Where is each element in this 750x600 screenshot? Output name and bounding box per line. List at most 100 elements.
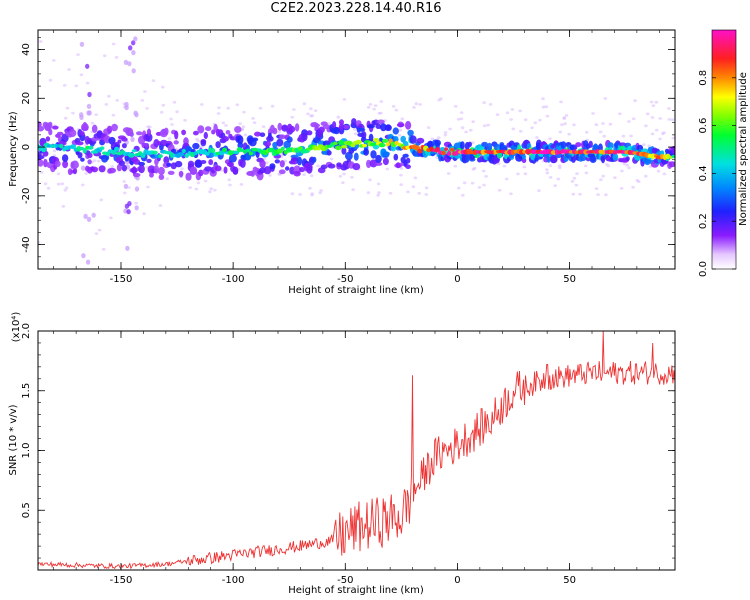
streak-blob bbox=[85, 63, 90, 69]
top-xlabel: Height of straight line (km) bbox=[288, 285, 424, 296]
noise-speckle bbox=[227, 178, 231, 182]
noise-speckle bbox=[104, 103, 109, 106]
noise-speckle bbox=[366, 191, 371, 195]
noise-speckle bbox=[165, 177, 169, 181]
band-blob bbox=[62, 160, 69, 169]
noise-speckle bbox=[461, 193, 465, 197]
band-blob bbox=[48, 121, 53, 129]
noise-speckle bbox=[412, 106, 416, 109]
core-blob bbox=[333, 141, 338, 146]
noise-speckle bbox=[456, 117, 461, 121]
band-blob bbox=[239, 158, 246, 168]
band-blob bbox=[138, 161, 146, 167]
noise-speckle bbox=[642, 143, 646, 147]
band-blob bbox=[232, 169, 239, 175]
noise-speckle bbox=[523, 172, 528, 176]
band-blob bbox=[245, 153, 250, 161]
noise-speckle bbox=[252, 121, 257, 124]
noise-speckle bbox=[399, 167, 404, 170]
noise-speckle bbox=[228, 183, 232, 187]
band-blob bbox=[173, 140, 179, 145]
band-blob bbox=[589, 156, 597, 164]
noise-speckle bbox=[618, 112, 622, 116]
noise-speckle bbox=[564, 114, 569, 117]
core-blob bbox=[385, 142, 390, 147]
band-blob bbox=[117, 139, 122, 144]
noise-speckle bbox=[563, 122, 567, 126]
noise-speckle bbox=[46, 186, 51, 190]
bottom-ylabel: SNR (10 * v/v) bbox=[8, 404, 19, 475]
band-blob bbox=[98, 165, 106, 173]
band-blob bbox=[197, 125, 205, 134]
noise-speckle bbox=[604, 193, 608, 197]
band-blob bbox=[392, 127, 399, 135]
noise-speckle bbox=[377, 191, 381, 195]
band-blob bbox=[118, 160, 125, 166]
core-blob bbox=[151, 150, 158, 155]
streak-blob bbox=[128, 45, 133, 51]
noise-speckle bbox=[74, 84, 79, 88]
band-blob bbox=[380, 123, 387, 132]
noise-speckle bbox=[619, 187, 624, 190]
band-blob bbox=[38, 159, 44, 167]
band-blob bbox=[486, 142, 493, 152]
noise-speckle bbox=[38, 241, 41, 244]
noise-speckle bbox=[584, 130, 589, 134]
noise-speckle bbox=[502, 164, 507, 168]
band-blob bbox=[76, 141, 84, 146]
streak-blob bbox=[87, 159, 92, 165]
noise-speckle bbox=[477, 186, 482, 189]
band-blob bbox=[91, 124, 98, 133]
band-blob bbox=[313, 123, 320, 128]
noise-speckle bbox=[268, 174, 272, 177]
noise-speckle bbox=[484, 175, 488, 178]
streak-blob bbox=[123, 183, 129, 189]
band-blob bbox=[395, 162, 401, 169]
noise-speckle bbox=[60, 182, 65, 186]
core-blob bbox=[70, 144, 76, 150]
noise-speckle bbox=[302, 102, 307, 106]
noise-speckle bbox=[216, 112, 221, 115]
band-blob bbox=[61, 154, 69, 163]
band-blob bbox=[320, 164, 328, 170]
noise-speckle bbox=[443, 133, 448, 137]
band-blob bbox=[136, 131, 143, 136]
noise-speckle bbox=[159, 110, 164, 114]
band-blob bbox=[38, 155, 45, 160]
core-blob bbox=[355, 139, 363, 145]
noise-speckle bbox=[631, 117, 636, 121]
noise-speckle bbox=[92, 159, 97, 163]
noise-speckle bbox=[316, 164, 320, 168]
y-tick-label: 1.0 bbox=[21, 443, 32, 459]
streak-blob bbox=[86, 103, 92, 109]
noise-speckle bbox=[522, 165, 527, 169]
band-blob bbox=[226, 162, 235, 167]
noise-speckle bbox=[107, 94, 111, 98]
noise-speckle bbox=[541, 97, 545, 101]
band-blob bbox=[301, 132, 308, 142]
noise-speckle bbox=[625, 163, 629, 167]
noise-speckle bbox=[194, 187, 199, 191]
noise-speckle bbox=[151, 79, 156, 82]
band-blob bbox=[164, 127, 169, 136]
noise-speckle bbox=[306, 112, 310, 116]
noise-speckle bbox=[64, 116, 68, 120]
band-blob bbox=[56, 131, 64, 136]
core-blob bbox=[372, 138, 380, 143]
noise-speckle bbox=[631, 185, 635, 189]
noise-speckle bbox=[482, 101, 486, 105]
noise-speckle bbox=[63, 188, 68, 192]
noise-speckle bbox=[424, 186, 429, 190]
noise-speckle bbox=[505, 111, 510, 115]
noise-speckle bbox=[302, 173, 306, 177]
band-blob bbox=[405, 157, 411, 164]
noise-speckle bbox=[464, 130, 468, 134]
noise-speckle bbox=[292, 108, 296, 111]
core-blob bbox=[177, 152, 185, 157]
noise-speckle bbox=[391, 105, 396, 108]
snr-plot bbox=[38, 331, 675, 570]
noise-speckle bbox=[621, 134, 626, 138]
streak-blob bbox=[131, 40, 136, 46]
noise-speckle bbox=[170, 123, 174, 126]
band-blob bbox=[132, 172, 141, 178]
